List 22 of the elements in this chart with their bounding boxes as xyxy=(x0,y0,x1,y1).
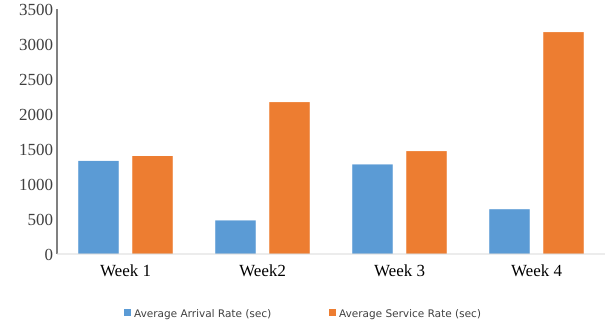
y-tick-label: 1500 xyxy=(19,140,53,159)
y-tick-label: 2000 xyxy=(19,104,53,124)
y-tick-label: 2500 xyxy=(19,70,53,89)
x-tick-label: Week2 xyxy=(239,261,286,280)
bar xyxy=(269,102,310,254)
legend-label: Average Service Rate (sec) xyxy=(339,308,481,320)
bar xyxy=(543,32,584,254)
x-tick-label: Week 1 xyxy=(100,261,152,280)
y-tick-label: 0 xyxy=(44,244,53,264)
bar xyxy=(352,164,393,254)
legend-label: Average Arrival Rate (sec) xyxy=(134,308,272,320)
y-tick-label: 1000 xyxy=(19,174,53,194)
bar xyxy=(406,151,447,254)
y-tick-label: 3500 xyxy=(19,0,53,19)
x-tick-label: Week 4 xyxy=(510,261,563,280)
bar xyxy=(78,160,119,254)
y-tick-label: 3000 xyxy=(19,34,53,54)
bar xyxy=(132,156,173,254)
x-tick-label: Week 3 xyxy=(374,261,426,280)
bar xyxy=(489,209,530,254)
bar xyxy=(215,220,256,254)
y-tick-label: 500 xyxy=(28,210,53,229)
